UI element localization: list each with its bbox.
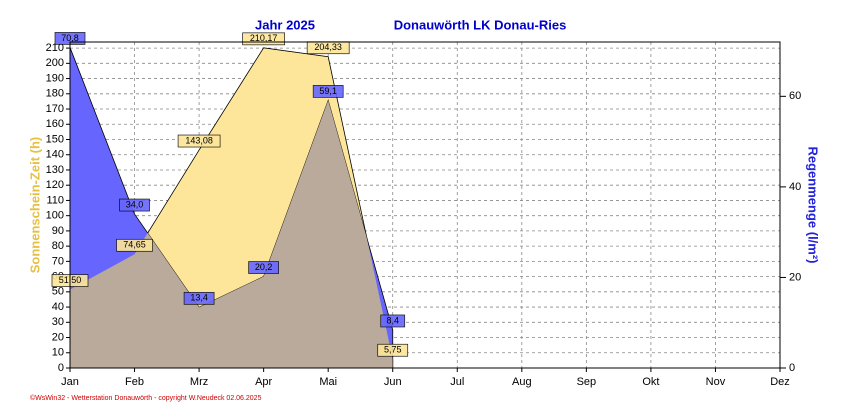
- y2-tick-label: 60: [789, 90, 801, 102]
- x-tick-label: Sep: [577, 376, 597, 388]
- x-tick-label: Jan: [61, 376, 79, 388]
- x-tick-label: Feb: [125, 376, 144, 388]
- x-tick-label: Okt: [642, 376, 659, 388]
- data-label-text: 74,65: [123, 240, 146, 250]
- x-tick-label: Jun: [384, 376, 402, 388]
- data-label: 204,33: [306, 41, 350, 55]
- data-label: 20,2: [248, 261, 279, 274]
- y-tick-label: 170: [46, 103, 64, 115]
- data-label: 59,1: [312, 85, 344, 98]
- data-label-box: [248, 261, 279, 274]
- y-tick-label: 10: [52, 347, 64, 359]
- data-label-text: 5,75: [384, 345, 402, 355]
- data-label: 13,4: [183, 291, 215, 305]
- data-label-box: [312, 85, 344, 98]
- x-tick-label: Jul: [450, 376, 464, 388]
- x-tick-label: Mai: [319, 376, 337, 388]
- y-tick-label: 100: [46, 210, 64, 222]
- data-label-text: 20,2: [255, 262, 273, 272]
- data-label-text: 204,33: [314, 42, 342, 52]
- y2-tick-label: 40: [789, 181, 801, 193]
- data-label-text: 59,1: [319, 86, 337, 96]
- data-label-box: [119, 198, 150, 212]
- data-label-text: 210,17: [250, 33, 278, 43]
- data-label-text: 34,0: [126, 199, 144, 209]
- x-tick-label: Apr: [255, 376, 272, 388]
- y-tick-label: 200: [46, 57, 64, 69]
- y2-axis-label: Regenmenge (l/m²): [806, 146, 821, 263]
- y2-tick-label: 0: [789, 362, 795, 374]
- data-label: 210,17: [242, 32, 285, 46]
- data-label-text: 143,08: [185, 135, 213, 145]
- y-tick-label: 30: [52, 316, 64, 328]
- chart-subtitle: Donauwörth LK Donau-Ries: [394, 17, 567, 32]
- data-label-box: [183, 291, 215, 305]
- area-overlap: [70, 47, 393, 368]
- chart-title: Jahr 2025: [255, 17, 315, 32]
- y-tick-label: 0: [58, 362, 64, 374]
- data-label: 8,4: [380, 314, 406, 328]
- y-axis-label: Sonnenschein-Zeit (h): [27, 137, 42, 274]
- y-tick-label: 130: [46, 164, 64, 176]
- y-tick-label: 110: [46, 194, 64, 206]
- y-tick-label: 90: [52, 225, 64, 237]
- y2-tick-label: 20: [789, 271, 801, 283]
- y-tick-label: 20: [52, 331, 64, 343]
- data-label-box: [380, 314, 406, 328]
- data-label: 74,65: [116, 238, 153, 252]
- data-label-box: [177, 134, 221, 148]
- data-label: 5,75: [377, 343, 409, 357]
- x-tick-label: Aug: [512, 376, 532, 388]
- data-label-box: [116, 238, 153, 252]
- y-tick-label: 40: [52, 301, 64, 313]
- data-label-text: 13,4: [190, 293, 208, 303]
- data-label-text: 8,4: [386, 315, 399, 325]
- y-tick-label: 80: [52, 240, 64, 252]
- y-tick-label: 50: [52, 286, 64, 298]
- plot-border: [69, 41, 781, 369]
- y-tick-label: 210: [46, 42, 64, 54]
- y-tick-label: 150: [46, 133, 64, 145]
- footer: ©WsWin32 - Wetterstation Donauwörth - co…: [30, 394, 262, 402]
- y-tick-label: 70: [52, 255, 64, 267]
- data-label: 143,08: [177, 134, 221, 148]
- x-tick-label: Dez: [770, 376, 790, 388]
- data-label: 34,0: [119, 198, 150, 212]
- y-tick-label: 190: [46, 72, 64, 84]
- data-label-box: [377, 343, 409, 357]
- data-label-text: 70,8: [61, 33, 79, 43]
- y-tick-label: 160: [46, 118, 64, 130]
- y-tick-label: 180: [46, 88, 64, 100]
- y-tick-label: 140: [46, 149, 64, 161]
- x-tick-label: Mrz: [190, 376, 208, 388]
- y-tick-label: 120: [46, 179, 64, 191]
- x-tick-label: Nov: [706, 376, 726, 388]
